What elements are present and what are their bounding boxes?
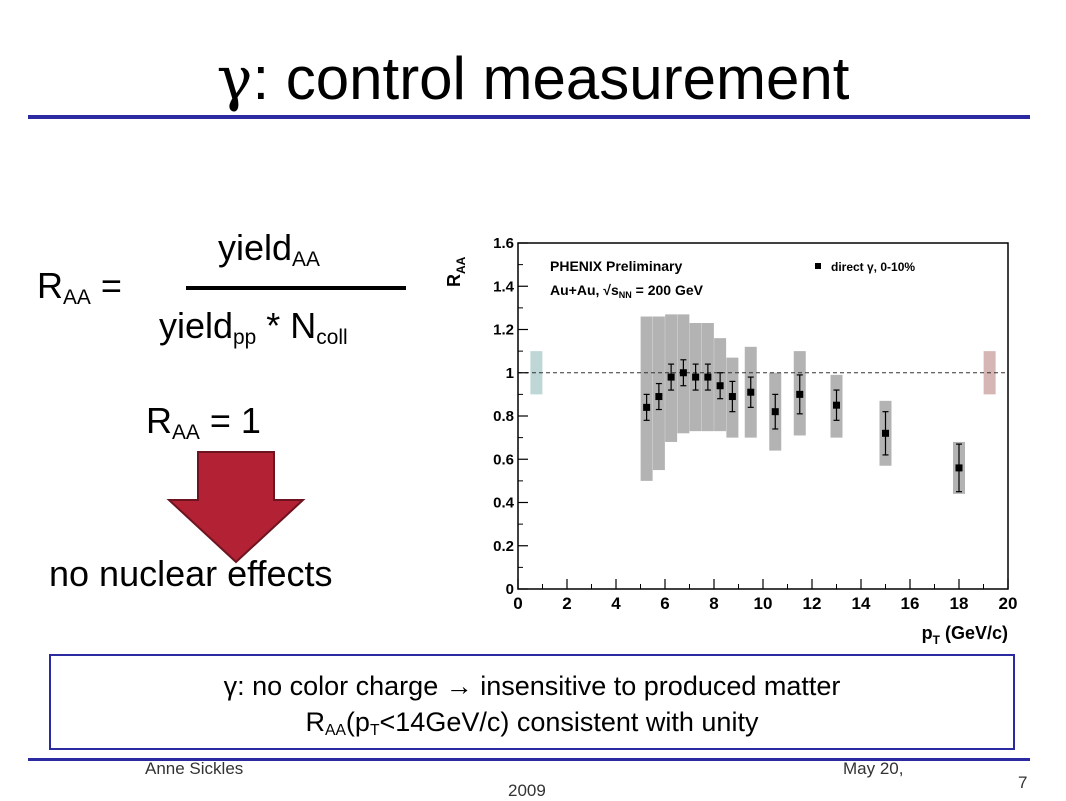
callout-line-1: γ: no color charge → insensitive to prod… — [223, 671, 841, 701]
x-tick-label: 20 — [999, 594, 1018, 613]
raa1-main: R — [146, 400, 172, 441]
numerator-main: yield — [218, 227, 293, 268]
x-tick-label: 8 — [709, 594, 718, 613]
y-axis-label: RAA — [444, 256, 468, 287]
normalization-box — [530, 351, 543, 395]
raa-equals: = — [90, 265, 122, 306]
callout-rest: <14GeV/c) consistent with unity — [379, 707, 759, 737]
y-tick-label: 0.6 — [493, 451, 514, 468]
legend-marker — [815, 263, 821, 269]
x-tick-label: 6 — [660, 594, 669, 613]
denominator-main: yield — [159, 305, 234, 346]
data-point — [716, 382, 724, 390]
footer-divider — [28, 758, 1030, 761]
data-point — [771, 408, 779, 416]
x-tick-label: 16 — [901, 594, 920, 613]
y-tick-label: 0.4 — [493, 495, 515, 512]
denominator-ncoll: * N — [256, 305, 317, 346]
raa-subscript: AA — [63, 285, 91, 309]
x-tick-label: 12 — [803, 594, 822, 613]
raa1-rest: = 1 — [199, 400, 261, 441]
down-arrow-icon — [166, 451, 306, 564]
x-axis-label: pT (GeV/c) — [922, 623, 1008, 647]
raa-chart: 0 2 4 6 8 10 12 14 16 18 20 0 0.2 0.4 0.6 0.8 1 1.2 1.4 1.6… — [444, 235, 1018, 647]
raa-label: RAA = — [37, 265, 122, 309]
callout-raa-sub: AA — [325, 722, 346, 740]
no-nuclear-effects: no nuclear effects — [49, 553, 333, 594]
y-tick-label: 1.6 — [493, 235, 514, 252]
slide-title: γ: control measurement — [0, 44, 1066, 114]
raa1-subscript: AA — [172, 420, 200, 444]
numerator-subscript: AA — [292, 247, 320, 271]
footer-date-line2: 2009 — [508, 781, 546, 800]
x-tick-label: 4 — [611, 594, 621, 613]
denominator-subscript: pp — [233, 325, 257, 349]
denominator-subscript-coll: coll — [316, 325, 348, 349]
page-number: 7 — [1018, 773, 1028, 792]
callout-pt-sub: T — [369, 722, 380, 740]
chart-title: PHENIX Preliminary — [550, 258, 682, 274]
callout-raa: R — [305, 707, 326, 737]
data-point — [655, 393, 663, 401]
data-point — [667, 373, 675, 381]
title-text: : control measurement — [252, 45, 850, 112]
raa-main: R — [37, 265, 63, 306]
y-tick-label: 0.8 — [493, 408, 514, 425]
data-point — [643, 403, 651, 411]
data-point — [704, 373, 712, 381]
data-point — [955, 464, 963, 472]
footer-date-line1: May 20, — [843, 759, 904, 778]
data-point — [833, 401, 840, 409]
data-point — [679, 369, 687, 377]
fraction-bar — [186, 286, 406, 290]
callout-pt: (p — [345, 707, 370, 737]
data-point — [728, 393, 736, 401]
x-tick-label: 0 — [513, 594, 522, 613]
denominator: yieldpp * Ncoll — [159, 305, 348, 349]
x-tick-label: 18 — [950, 594, 969, 613]
title-divider — [28, 115, 1030, 119]
chart-subtitle: Au+Au, √sNN = 200 GeV — [550, 282, 704, 300]
y-tick-label: 1 — [506, 365, 514, 382]
footer-author: Anne Sickles — [145, 759, 244, 778]
x-tick-label: 14 — [852, 594, 871, 613]
numerator: yieldAA — [218, 227, 320, 271]
y-tick-label: 0 — [506, 581, 514, 598]
data-point — [692, 373, 700, 381]
data-point — [882, 429, 889, 437]
x-tick-label: 10 — [754, 594, 773, 613]
y-tick-label: 1.4 — [493, 278, 515, 295]
callout-box: γ: no color charge → insensitive to prod… — [49, 654, 1015, 750]
x-tick-label: 2 — [562, 594, 571, 613]
y-tick-label: 0.2 — [493, 538, 514, 555]
gamma-symbol: γ — [216, 44, 253, 114]
data-point — [796, 390, 804, 398]
data-point — [747, 388, 755, 396]
legend-label: direct γ, 0-10% — [831, 260, 915, 274]
y-tick-label: 1.2 — [493, 322, 514, 339]
raa-equals-one: RAA = 1 — [146, 400, 261, 444]
callout-line-2: RAA(pT<14GeV/c) consistent with unity — [51, 704, 1013, 745]
